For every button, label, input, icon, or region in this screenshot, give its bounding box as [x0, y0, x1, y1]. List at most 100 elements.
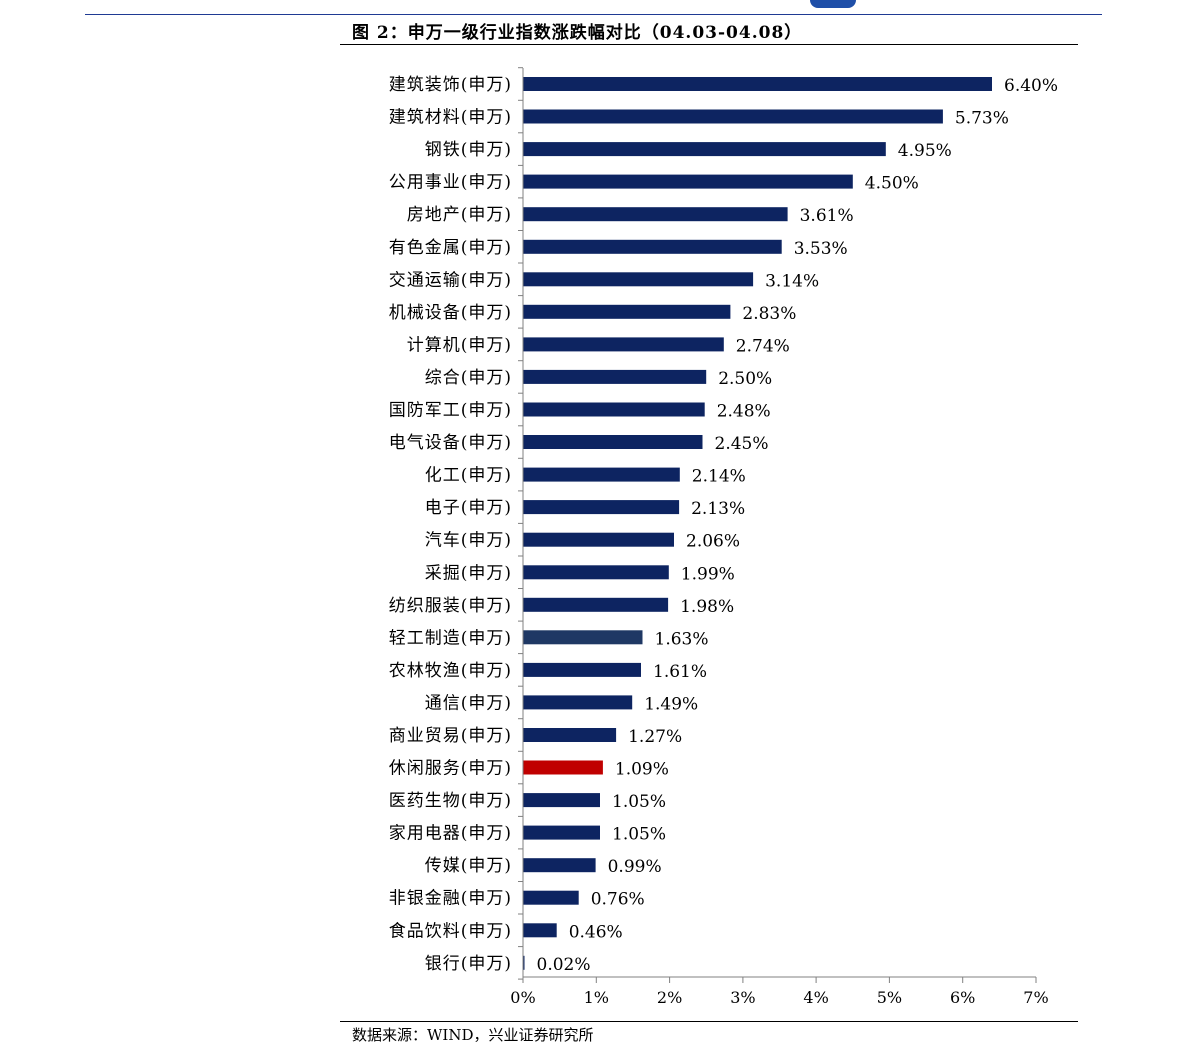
value-label: 2.13%: [691, 499, 745, 519]
category-label: 综合(申万): [425, 368, 512, 388]
value-label: 3.14%: [765, 271, 819, 291]
category-label: 电气设备(申万): [389, 433, 512, 453]
category-label: 家用电器(申万): [389, 824, 512, 844]
bar: [523, 662, 641, 677]
value-label: 1.63%: [655, 629, 709, 649]
category-label: 交通运输(申万): [389, 270, 512, 290]
category-label: 化工(申万): [425, 466, 512, 486]
value-label: 1.61%: [653, 662, 707, 682]
bar: [523, 402, 705, 417]
bar: [523, 77, 992, 91]
bar: [523, 760, 603, 775]
bar: [523, 793, 600, 808]
value-label: 2.50%: [718, 369, 772, 389]
bar: [523, 630, 643, 645]
x-tick-label: 6%: [950, 988, 975, 1007]
bar: [523, 142, 886, 157]
category-label: 商业贸易(申万): [389, 726, 512, 746]
header-rule: [85, 14, 1102, 15]
bar: [523, 239, 782, 254]
category-label: 汽车(申万): [425, 531, 512, 551]
bar: [523, 435, 703, 449]
value-label: 1.27%: [628, 727, 682, 747]
category-label: 电子(申万): [425, 498, 512, 518]
category-label: 建筑装饰(申万): [389, 75, 512, 95]
category-label: 采掘(申万): [425, 563, 512, 583]
value-label: 0.99%: [608, 857, 662, 877]
bars-layer: 建筑装饰(申万) 6.40% 建筑材料(申万) 5.73% 钢铁(申万) 4.95% 公用事…: [389, 75, 1058, 975]
bar: [523, 890, 579, 905]
bar: [523, 532, 674, 547]
value-label: 4.95%: [898, 141, 952, 161]
value-label: 1.05%: [612, 792, 666, 812]
category-label: 食品饮料(申万): [389, 921, 512, 941]
value-label: 2.06%: [686, 532, 740, 552]
bar: [523, 207, 788, 222]
value-label: 2.14%: [692, 467, 746, 487]
category-label: 公用事业(申万): [389, 173, 512, 193]
category-label: 钢铁(申万): [425, 140, 512, 160]
bar: [523, 272, 754, 287]
value-label: 1.05%: [612, 825, 666, 845]
value-label: 1.99%: [681, 564, 735, 584]
value-label: 1.49%: [644, 694, 698, 714]
bar: [523, 565, 669, 580]
category-label: 机械设备(申万): [389, 303, 512, 323]
x-tick-label: 0%: [510, 988, 535, 1007]
x-tick-label: 4%: [803, 988, 828, 1007]
x-tick-label: 7%: [1023, 988, 1048, 1007]
value-label: 0.76%: [591, 890, 645, 910]
category-label: 建筑材料(申万): [389, 108, 512, 128]
x-tick-label: 2%: [657, 988, 682, 1007]
bar: [523, 825, 600, 840]
value-label: 3.61%: [800, 206, 854, 226]
bar: [523, 467, 680, 482]
value-label: 4.50%: [865, 174, 919, 194]
value-label: 3.53%: [794, 239, 848, 259]
bar: [523, 369, 707, 384]
bar: [523, 337, 724, 352]
bar: [523, 109, 943, 124]
bar: [523, 858, 596, 873]
figure-title: 图 2：申万一级行业指数涨跌幅对比（04.03-04.08）: [352, 23, 803, 43]
category-label: 计算机(申万): [407, 335, 512, 355]
category-label: 纺织服装(申万): [389, 596, 512, 616]
footer-rule: [340, 1021, 1078, 1022]
bar: [523, 597, 669, 612]
value-label: 2.83%: [742, 304, 796, 324]
category-label: 农林牧渔(申万): [389, 661, 512, 681]
category-label: 传媒(申万): [425, 856, 512, 876]
x-tick-label: 3%: [730, 988, 755, 1007]
category-label: 轻工制造(申万): [389, 628, 512, 648]
bar: [523, 500, 680, 515]
category-label: 房地产(申万): [407, 205, 512, 225]
axis-layer: 0% 1% 2% 3% 4% 5% 6% 7%: [510, 67, 1049, 1007]
value-label: 6.40%: [1004, 76, 1058, 96]
value-label: 5.73%: [955, 109, 1009, 129]
bar: [523, 923, 557, 938]
category-label: 休闲服务(申万): [389, 759, 512, 779]
source-note: 数据来源：WIND，兴业证券研究所: [352, 1026, 594, 1044]
value-label: 2.74%: [736, 336, 790, 356]
logo-mark: [810, 0, 856, 8]
bar: [523, 955, 525, 970]
value-label: 0.02%: [537, 955, 591, 975]
title-rule: [340, 44, 1078, 45]
value-label: 2.45%: [715, 434, 769, 454]
x-tick-label: 5%: [877, 988, 902, 1007]
category-label: 医药生物(申万): [389, 791, 512, 811]
bar: [523, 174, 853, 189]
category-label: 有色金属(申万): [389, 238, 512, 258]
value-label: 2.48%: [717, 402, 771, 422]
bar: [523, 695, 633, 710]
x-tick-label: 1%: [584, 988, 609, 1007]
value-label: 1.09%: [615, 760, 669, 780]
value-label: 0.46%: [569, 922, 623, 942]
bar: [523, 728, 617, 742]
bar: [523, 304, 731, 319]
category-label: 通信(申万): [425, 693, 512, 713]
category-label: 银行(申万): [425, 954, 512, 974]
category-label: 国防军工(申万): [389, 401, 512, 421]
category-label: 非银金融(申万): [389, 889, 512, 909]
